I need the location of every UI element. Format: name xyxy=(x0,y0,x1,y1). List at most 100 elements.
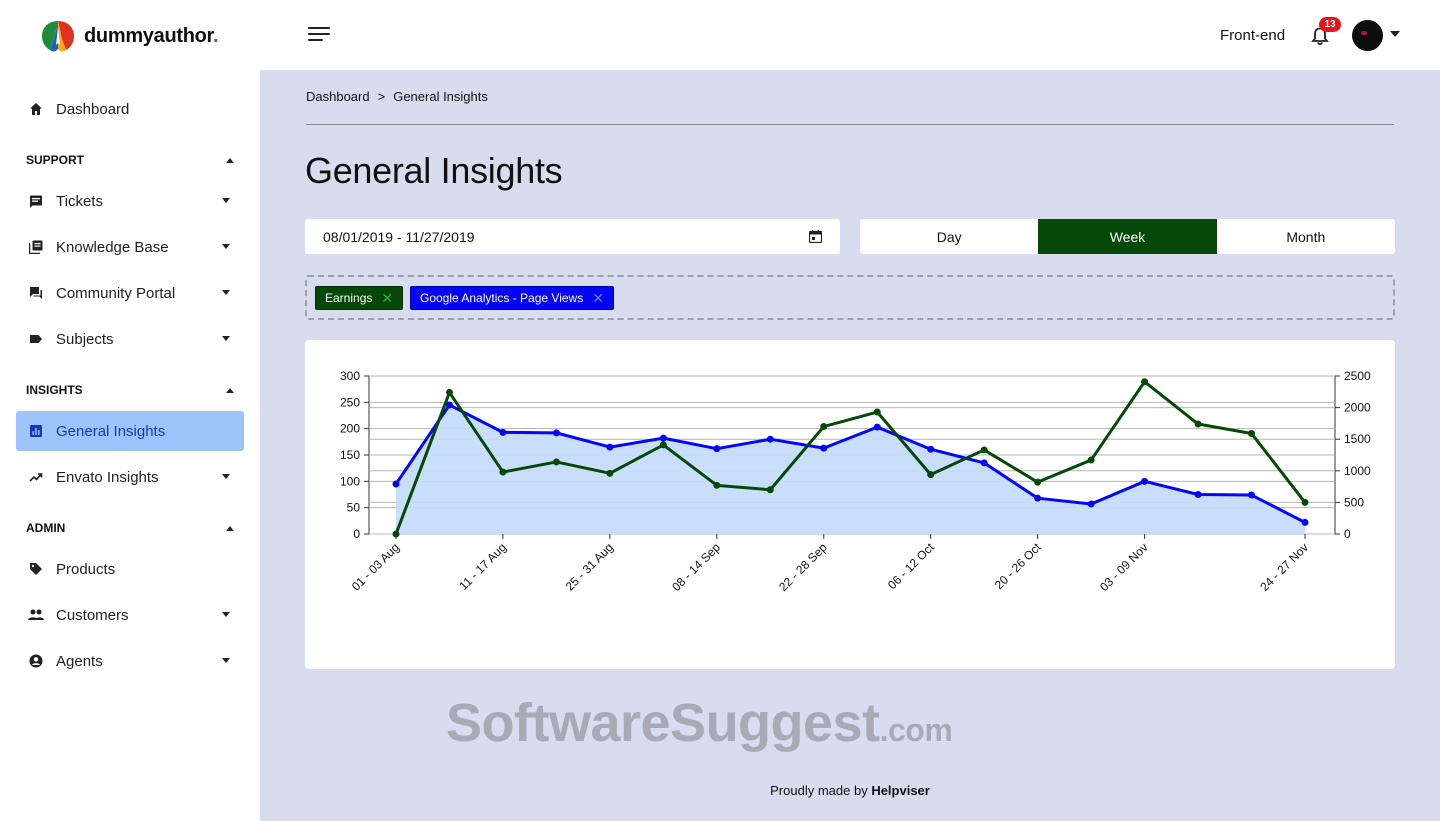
chevron-down-icon xyxy=(222,198,230,203)
sidebar-item-tickets[interactable]: Tickets xyxy=(16,181,244,221)
data-point-page-views xyxy=(1194,491,1202,498)
chevron-down-icon[interactable] xyxy=(1390,31,1400,37)
sidebar-item-customers[interactable]: Customers xyxy=(16,595,244,635)
caret-up-icon xyxy=(226,157,234,163)
sidebar-item-label: Dashboard xyxy=(56,100,130,118)
avatar[interactable] xyxy=(1352,20,1383,51)
chart-area xyxy=(396,404,1305,534)
data-point-earnings xyxy=(1141,378,1149,386)
y-left-tick-label: 0 xyxy=(353,527,360,541)
data-point-page-views xyxy=(927,445,935,453)
period-selector: Day Week Month xyxy=(860,219,1395,254)
sidebar-item-subjects[interactable]: Subjects xyxy=(16,319,244,359)
sidebar: dummyauthor. Dashboard SUPPORT Tickets K… xyxy=(0,0,260,821)
x-tick-label: 25 - 31 Aug xyxy=(563,540,616,593)
forum-icon xyxy=(28,285,44,301)
sidebar-item-dashboard[interactable]: Dashboard xyxy=(16,89,244,129)
section-admin[interactable]: ADMIN xyxy=(26,521,234,535)
topbar: Front-end 13 xyxy=(260,0,1440,70)
sidebar-item-general-insights[interactable]: General Insights xyxy=(16,411,244,451)
menu-icon[interactable] xyxy=(308,27,330,41)
series-line-earnings xyxy=(394,380,1307,535)
brand[interactable]: dummyauthor. xyxy=(40,19,219,53)
tags-icon xyxy=(28,561,44,577)
data-point-earnings xyxy=(1034,478,1042,486)
footer-text: Proudly made by xyxy=(770,783,872,798)
calendar-icon[interactable] xyxy=(809,230,822,243)
sidebar-item-label: Products xyxy=(56,560,116,578)
library-icon xyxy=(28,239,44,255)
sidebar-item-knowledge-base[interactable]: Knowledge Base xyxy=(16,227,244,267)
tab-day[interactable]: Day xyxy=(936,228,962,245)
close-icon[interactable]: ✕ xyxy=(592,290,604,306)
bar-chart-icon xyxy=(28,423,44,439)
sidebar-item-label: Envato Insights xyxy=(56,468,159,486)
front-end-link[interactable]: Front-end xyxy=(1220,27,1286,44)
brand-logo-icon xyxy=(42,21,74,52)
section-support[interactable]: SUPPORT xyxy=(26,153,234,167)
sidebar-item-label: Knowledge Base xyxy=(56,238,169,256)
section-insights[interactable]: INSIGHTS xyxy=(26,383,234,397)
home-icon xyxy=(28,101,44,117)
data-point-page-views xyxy=(1141,477,1149,485)
page-title: General Insights xyxy=(305,150,563,191)
data-point-page-views xyxy=(713,445,721,453)
sidebar-item-agents[interactable]: Agents xyxy=(16,641,244,681)
breadcrumb-dashboard[interactable]: Dashboard xyxy=(306,89,370,104)
sidebar-item-community-portal[interactable]: Community Portal xyxy=(16,273,244,313)
chip-label: Google Analytics - Page Views xyxy=(420,291,584,305)
chart-points xyxy=(392,378,1309,538)
y-right-tick-label: 1500 xyxy=(1344,432,1371,446)
data-point-earnings xyxy=(980,446,988,454)
brand-name: dummyauthor. xyxy=(84,24,219,47)
data-point-earnings xyxy=(873,408,881,416)
y-left-tick-label: 150 xyxy=(340,448,360,462)
x-tick-label: 11 - 17 Aug xyxy=(456,540,509,593)
section-label: INSIGHTS xyxy=(26,383,83,397)
date-range-value: 08/01/2019 - 11/27/2019 xyxy=(323,228,475,245)
chevron-down-icon xyxy=(222,474,230,479)
chevron-down-icon xyxy=(222,244,230,249)
tab-week[interactable]: Week xyxy=(1038,219,1217,254)
data-point-page-views xyxy=(1034,494,1042,502)
data-point-page-views xyxy=(659,434,667,442)
data-point-page-views xyxy=(873,423,881,431)
filter-chip-earnings[interactable]: Earnings ✕ xyxy=(315,286,404,310)
label-icon xyxy=(28,331,44,347)
data-point-page-views xyxy=(766,435,774,443)
data-point-earnings xyxy=(445,388,453,396)
data-point-earnings xyxy=(1248,430,1256,438)
footer-brand-link[interactable]: Helpviser xyxy=(871,783,930,798)
metric-filter-area[interactable]: Earnings ✕ Google Analytics - Page Views… xyxy=(305,275,1395,320)
series-area xyxy=(396,404,1305,534)
y-right-tick-label: 1000 xyxy=(1344,464,1371,478)
caret-up-icon xyxy=(226,525,234,531)
filter-chip-page-views[interactable]: Google Analytics - Page Views ✕ xyxy=(410,286,614,310)
data-point-page-views xyxy=(820,444,828,452)
sidebar-item-label: Tickets xyxy=(56,192,103,210)
sidebar-item-label: Customers xyxy=(56,606,129,624)
chevron-down-icon xyxy=(222,336,230,341)
data-point-earnings xyxy=(766,486,774,494)
data-point-page-views xyxy=(606,443,614,451)
data-point-earnings xyxy=(713,481,721,489)
chevron-down-icon xyxy=(222,612,230,617)
y-axis-right: 0 500 1000 1500 2000 2500 xyxy=(1335,369,1371,541)
sidebar-item-label: Agents xyxy=(56,652,103,670)
y-left-tick-label: 100 xyxy=(340,474,360,488)
date-range-input[interactable]: 08/01/2019 - 11/27/2019 xyxy=(305,219,840,254)
data-point-earnings xyxy=(1301,498,1309,506)
sidebar-item-envato-insights[interactable]: Envato Insights xyxy=(16,457,244,497)
section-label: SUPPORT xyxy=(26,153,85,167)
y-left-tick-label: 250 xyxy=(340,395,360,409)
sidebar-item-products[interactable]: Products xyxy=(16,549,244,589)
x-axis: 01 - 03 Aug 11 - 17 Aug 25 - 31 Aug 08 - 14… xyxy=(349,534,1311,594)
data-point-page-views xyxy=(445,401,453,409)
breadcrumb-current: General Insights xyxy=(393,89,488,104)
breadcrumb: Dashboard > General Insights xyxy=(306,89,488,104)
tab-month[interactable]: Month xyxy=(1286,228,1326,245)
y-left-tick-label: 200 xyxy=(340,422,360,436)
sidebar-item-label: Subjects xyxy=(56,330,114,348)
close-icon[interactable]: ✕ xyxy=(381,290,394,306)
